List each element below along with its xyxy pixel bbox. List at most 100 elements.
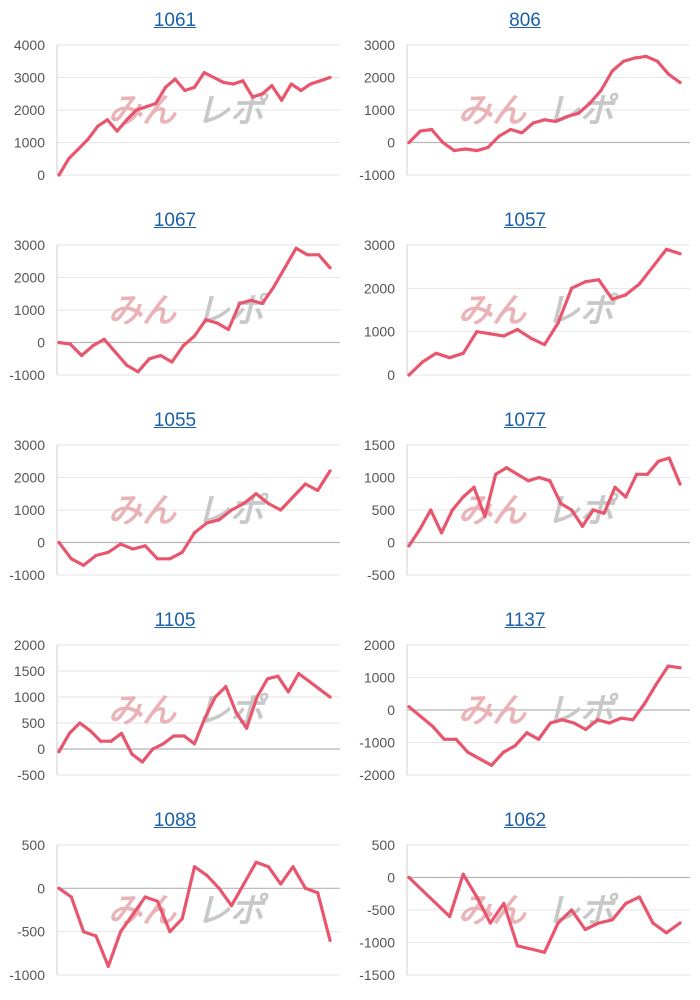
data-point [238,301,242,306]
y-tick-label: 2000 [364,280,395,296]
data-point [655,59,660,63]
y-tick-label: 0 [37,741,45,757]
chart-title-link[interactable]: 1088 [153,810,197,831]
data-point [173,77,177,81]
data-point [168,930,172,934]
chart-title-link[interactable]: 1055 [153,410,197,431]
data-point [548,721,552,725]
data-point [599,88,603,93]
data-point [217,518,221,522]
chart-title-link[interactable]: 1105 [154,610,196,631]
data-point [182,734,186,738]
data-point [509,127,513,132]
y-tick-label: 2000 [14,470,45,486]
data-point [317,253,321,257]
data-point [583,927,587,932]
data-point [297,672,301,676]
data-point [488,921,492,925]
data-point [429,508,433,512]
data-point [143,895,147,899]
data-point [475,330,479,334]
data-point [483,514,487,519]
y-tick-label: 500 [372,502,396,518]
chart-title-link[interactable]: 1077 [503,410,547,431]
data-point [525,731,529,735]
data-point [407,875,411,880]
chart-panel-1088: -1000 -500 0 500 みん レポ 1088 [0,800,350,1000]
data-point [633,56,637,60]
chart-svg: -2000 -1000 0 1000 2000 みん レポ [359,637,690,783]
chart-title-link[interactable]: 1137 [504,610,546,631]
data-point [497,134,501,138]
series-line [407,456,682,548]
data-point [434,351,438,355]
data-point [155,557,160,561]
data-point [317,687,322,691]
chart-title-link[interactable]: 1057 [503,210,547,231]
watermark-right: レポ [196,891,269,931]
data-point [619,716,623,720]
data-point [221,80,226,84]
data-point [450,508,454,512]
y-tick-label: 500 [22,837,46,853]
data-point [461,351,465,355]
data-point [624,293,628,297]
watermark-left: みん [458,91,527,131]
data-point [610,297,614,301]
chart-title-link[interactable]: 806 [509,10,541,31]
data-point [664,247,669,251]
data-point [595,718,600,722]
data-point [245,726,249,730]
y-tick-label: -500 [17,767,45,783]
y-tick-label: 0 [37,880,45,896]
data-point [144,105,148,109]
data-point [215,321,219,325]
data-point [461,495,465,499]
data-point [678,482,682,486]
y-tick-label: 500 [22,715,46,731]
y-tick-label: -500 [367,902,395,918]
data-point [291,865,295,869]
data-point [289,82,293,86]
data-point [88,729,92,733]
data-point [526,479,530,483]
data-point [94,553,98,558]
data-point [548,479,552,483]
data-point [318,79,322,83]
data-point [664,931,669,935]
y-tick-label: 1000 [14,502,45,518]
data-point [466,750,470,754]
data-point [180,550,184,554]
data-point [624,901,628,906]
data-point [125,118,129,122]
data-point [91,344,95,348]
data-point [580,524,585,528]
data-point [584,727,588,732]
data-point [667,72,671,76]
data-point [204,318,208,322]
data-point [570,286,574,290]
data-point [79,353,84,358]
chart-panel-806: -1000 0 1000 2000 3000 みん レポ 806 [350,0,700,200]
data-point [486,145,490,149]
data-point [183,88,187,93]
data-point [316,891,320,895]
chart-title-link[interactable]: 1062 [503,810,547,831]
data-point [276,674,280,678]
y-tick-label: 1000 [364,470,395,486]
y-tick-label: 1500 [364,437,395,453]
chart-title-link[interactable]: 1061 [153,10,197,31]
y-tick-label: -1000 [9,967,45,983]
data-point [472,485,476,489]
data-point [213,695,217,699]
data-point [576,111,580,115]
data-point [537,737,541,741]
chart-title-link[interactable]: 1067 [153,210,197,231]
data-point [597,921,601,925]
data-point [513,744,517,748]
chart-panel-1055: -1000 0 1000 2000 3000 みん レポ 1055 [0,400,350,600]
data-point [57,340,61,345]
data-point [515,944,519,948]
